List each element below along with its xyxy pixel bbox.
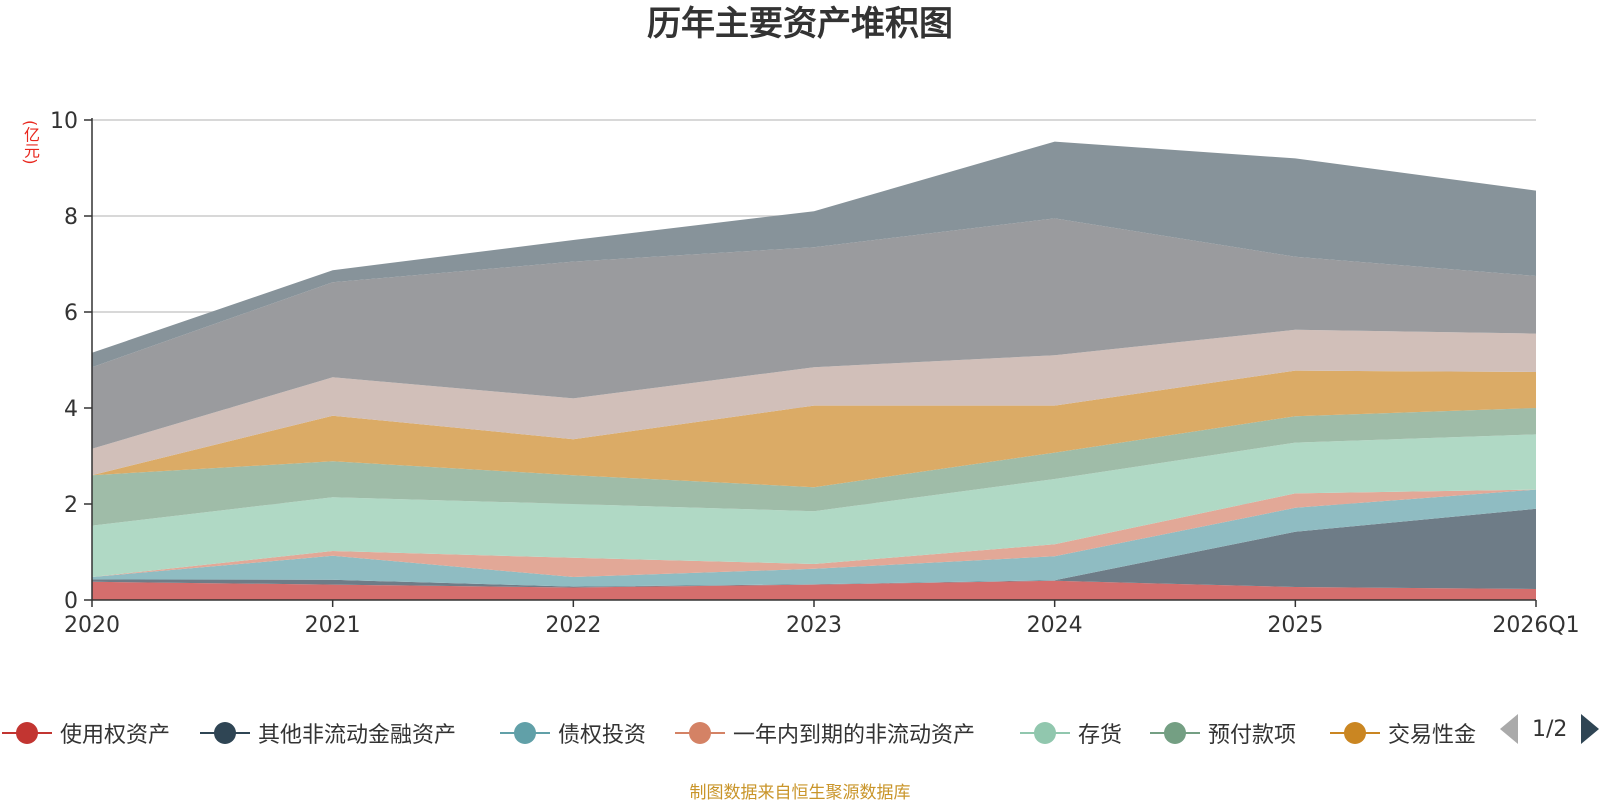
y-tick-label-6: 6 — [64, 301, 78, 326]
legend-label: 预付款项 — [1208, 723, 1297, 748]
x-tick-label-2026Q1: 2026Q1 — [1492, 613, 1579, 638]
legend-marker-icon — [1330, 715, 1380, 751]
y-tick-label-8: 8 — [64, 205, 78, 230]
y-tick-label-2: 2 — [64, 493, 78, 518]
legend-label: 使用权资产 — [60, 723, 171, 748]
area-series-7 — [92, 370, 1536, 488]
chart-plot: 0 2 4 6 8 10 2020 2021 2022 2023 2024 2025 2026Q1 — [50, 109, 1580, 638]
area-series-8 — [92, 329, 1536, 476]
legend-item-2[interactable]: 其他非流动金融资产 — [200, 715, 456, 751]
axis-layer: 0 2 4 6 8 10 2020 2021 2022 2023 2024 2025 2026Q1 — [50, 109, 1580, 638]
x-tick-label-2025: 2025 — [1267, 613, 1323, 638]
legend-item-6[interactable]: 预付款项 — [1150, 715, 1296, 751]
legend-item-4[interactable]: 一年内到期的非流动资产 — [675, 715, 975, 751]
area-series-10 — [92, 141, 1536, 368]
x-tick-label-2020: 2020 — [64, 613, 120, 638]
legend: 使用权资产 其他非流动金融资产 债权投资 一年内到期的非流动资产 存货 预付款项 交易性金 — [0, 715, 1600, 751]
legend-item-1[interactable]: 使用权资产 — [2, 715, 170, 751]
area-layer — [92, 141, 1536, 600]
legend-marker-icon — [1020, 715, 1070, 751]
triangle-right-icon[interactable] — [1581, 714, 1600, 744]
legend-label: 债权投资 — [558, 723, 647, 748]
area-series-9 — [92, 218, 1536, 449]
legend-label: 一年内到期的非流动资产 — [733, 723, 976, 748]
legend-marker-icon — [1150, 715, 1200, 751]
area-series-6 — [92, 408, 1536, 526]
y-tick-label-4: 4 — [64, 397, 78, 422]
legend-label: 存货 — [1078, 723, 1123, 748]
legend-pager: 1/2 — [1500, 714, 1600, 744]
legend-item-3[interactable]: 债权投资 — [500, 715, 646, 751]
x-tick-label-2024: 2024 — [1027, 613, 1083, 638]
chart-title: 历年主要资产堆积图 — [647, 4, 953, 44]
legend-page-indicator: 1/2 — [1532, 716, 1568, 742]
triangle-left-icon[interactable] — [1500, 714, 1518, 744]
y-tick-label-10: 10 — [50, 109, 78, 134]
x-tick-label-2021: 2021 — [305, 613, 361, 638]
legend-label: 其他非流动金融资产 — [258, 723, 457, 748]
area-series-5 — [92, 434, 1536, 577]
legend-marker-icon — [500, 715, 550, 751]
legend-item-5[interactable]: 存货 — [1020, 715, 1122, 751]
legend-marker-icon — [675, 715, 725, 751]
y-tick-label-0: 0 — [64, 589, 78, 614]
area-series-3 — [92, 489, 1536, 587]
legend-marker-icon — [200, 715, 250, 751]
legend-marker-icon — [2, 715, 52, 751]
area-series-2 — [92, 508, 1536, 589]
legend-item-7[interactable]: 交易性金 — [1330, 715, 1476, 751]
area-series-1 — [92, 580, 1536, 600]
data-source-note: 制图数据来自恒生聚源数据库 — [689, 783, 911, 803]
area-series-4 — [92, 489, 1536, 577]
legend-label: 交易性金 — [1388, 723, 1477, 748]
y-axis-unit-label: (亿元) — [21, 120, 40, 165]
x-tick-label-2022: 2022 — [545, 613, 601, 638]
x-tick-label-2023: 2023 — [786, 613, 842, 638]
